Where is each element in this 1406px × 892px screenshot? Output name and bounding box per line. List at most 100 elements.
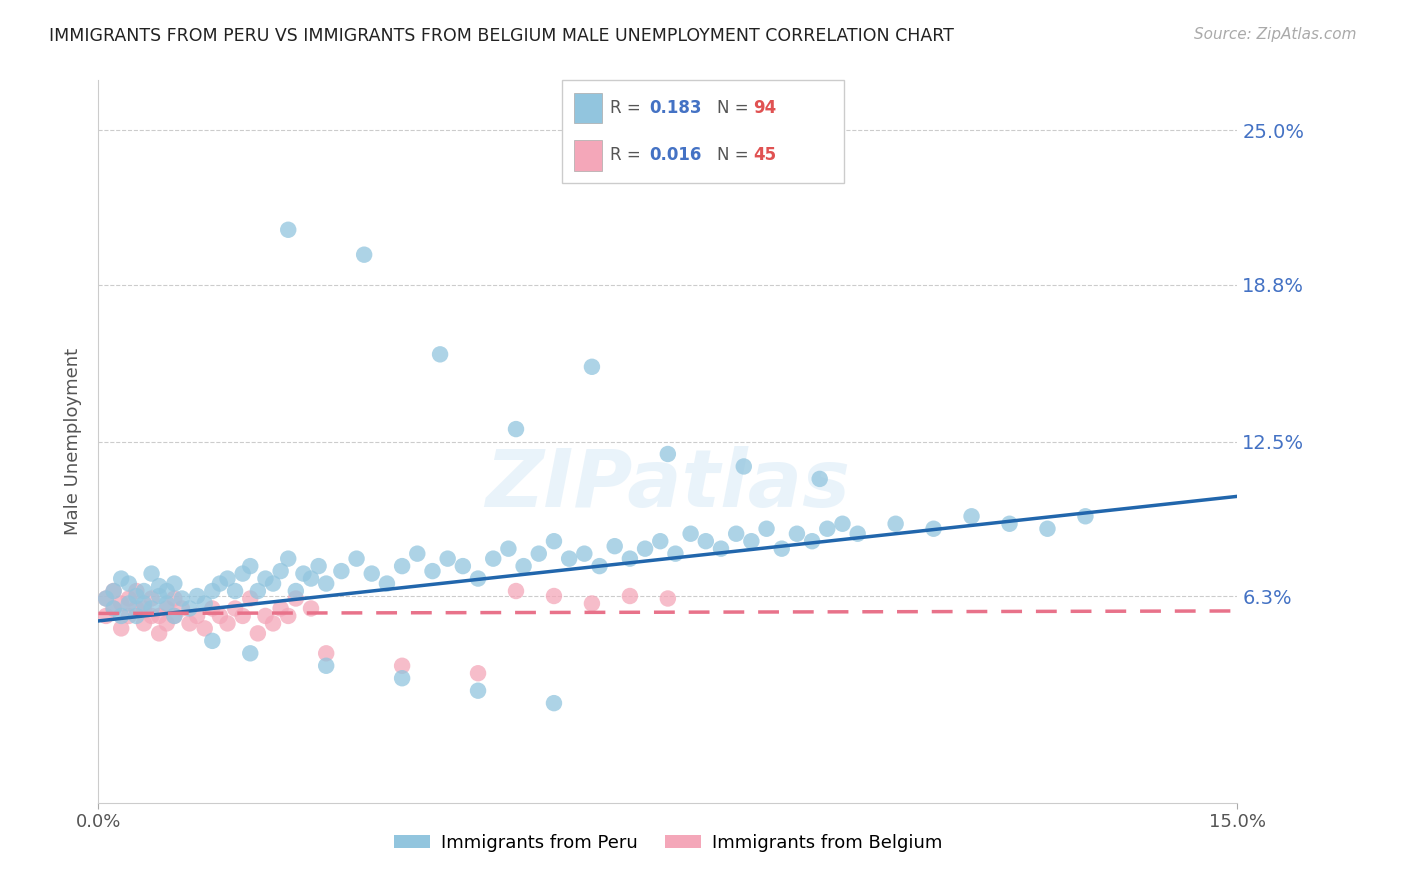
Point: [391, 658, 413, 673]
Point: [846, 526, 869, 541]
Point: [118, 591, 141, 606]
Point: [315, 576, 337, 591]
Point: [299, 572, 322, 586]
Point: [246, 626, 269, 640]
Point: [132, 584, 155, 599]
Point: [156, 584, 179, 599]
Point: [808, 472, 831, 486]
Point: [346, 551, 368, 566]
Point: [186, 609, 208, 624]
Point: [429, 347, 451, 361]
Point: [118, 609, 141, 624]
Point: [815, 522, 838, 536]
Text: R =: R =: [610, 99, 647, 117]
Point: [406, 547, 429, 561]
Point: [118, 597, 141, 611]
Point: [270, 601, 292, 615]
Point: [960, 509, 983, 524]
Point: [163, 609, 186, 624]
Text: 0.016: 0.016: [650, 146, 702, 164]
Point: [132, 616, 155, 631]
Point: [201, 584, 224, 599]
Point: [103, 601, 125, 615]
Point: [755, 522, 778, 536]
Point: [786, 526, 808, 541]
Text: N =: N =: [717, 146, 754, 164]
Point: [353, 248, 375, 262]
Point: [163, 591, 186, 606]
Point: [467, 572, 489, 586]
Point: [163, 576, 186, 591]
Point: [141, 609, 163, 624]
Point: [498, 541, 520, 556]
Point: [217, 616, 239, 631]
Point: [391, 559, 413, 574]
Point: [603, 539, 626, 553]
Point: [125, 601, 148, 615]
Point: [733, 459, 755, 474]
Point: [103, 584, 125, 599]
Point: [998, 516, 1021, 531]
Point: [125, 584, 148, 599]
Point: [94, 591, 117, 606]
Point: [664, 547, 686, 561]
Point: [239, 646, 262, 660]
Point: [254, 609, 277, 624]
Point: [170, 601, 193, 615]
Point: [512, 559, 534, 574]
FancyBboxPatch shape: [574, 93, 602, 123]
Point: [110, 621, 132, 635]
Point: [884, 516, 907, 531]
Point: [505, 422, 527, 436]
Point: [110, 609, 132, 624]
Point: [94, 609, 117, 624]
Point: [125, 609, 148, 624]
Point: [360, 566, 382, 581]
Point: [208, 609, 231, 624]
Point: [292, 566, 315, 581]
Point: [208, 576, 231, 591]
Point: [740, 534, 762, 549]
Point: [141, 591, 163, 606]
Point: [118, 576, 141, 591]
Point: [770, 541, 793, 556]
Point: [831, 516, 853, 531]
Point: [527, 547, 550, 561]
Point: [422, 564, 444, 578]
Point: [801, 534, 824, 549]
FancyBboxPatch shape: [562, 80, 844, 183]
Point: [232, 609, 254, 624]
Point: [141, 566, 163, 581]
Point: [163, 609, 186, 624]
Point: [110, 572, 132, 586]
Point: [277, 551, 299, 566]
Text: 0.183: 0.183: [650, 99, 702, 117]
Point: [94, 591, 117, 606]
Point: [254, 572, 277, 586]
Point: [103, 584, 125, 599]
Point: [657, 591, 679, 606]
Point: [375, 576, 398, 591]
Point: [581, 359, 603, 374]
Point: [217, 572, 239, 586]
Point: [277, 223, 299, 237]
Point: [277, 609, 299, 624]
Point: [315, 658, 337, 673]
Point: [619, 551, 641, 566]
Point: [132, 597, 155, 611]
Point: [194, 597, 217, 611]
Point: [201, 633, 224, 648]
Point: [679, 526, 702, 541]
Point: [239, 591, 262, 606]
Point: [695, 534, 717, 549]
Point: [262, 576, 284, 591]
Point: [1074, 509, 1097, 524]
Point: [467, 683, 489, 698]
Point: [110, 597, 132, 611]
Point: [148, 579, 170, 593]
Point: [543, 534, 565, 549]
Text: Source: ZipAtlas.com: Source: ZipAtlas.com: [1194, 27, 1357, 42]
Point: [179, 601, 201, 615]
Point: [148, 626, 170, 640]
Point: [125, 589, 148, 603]
